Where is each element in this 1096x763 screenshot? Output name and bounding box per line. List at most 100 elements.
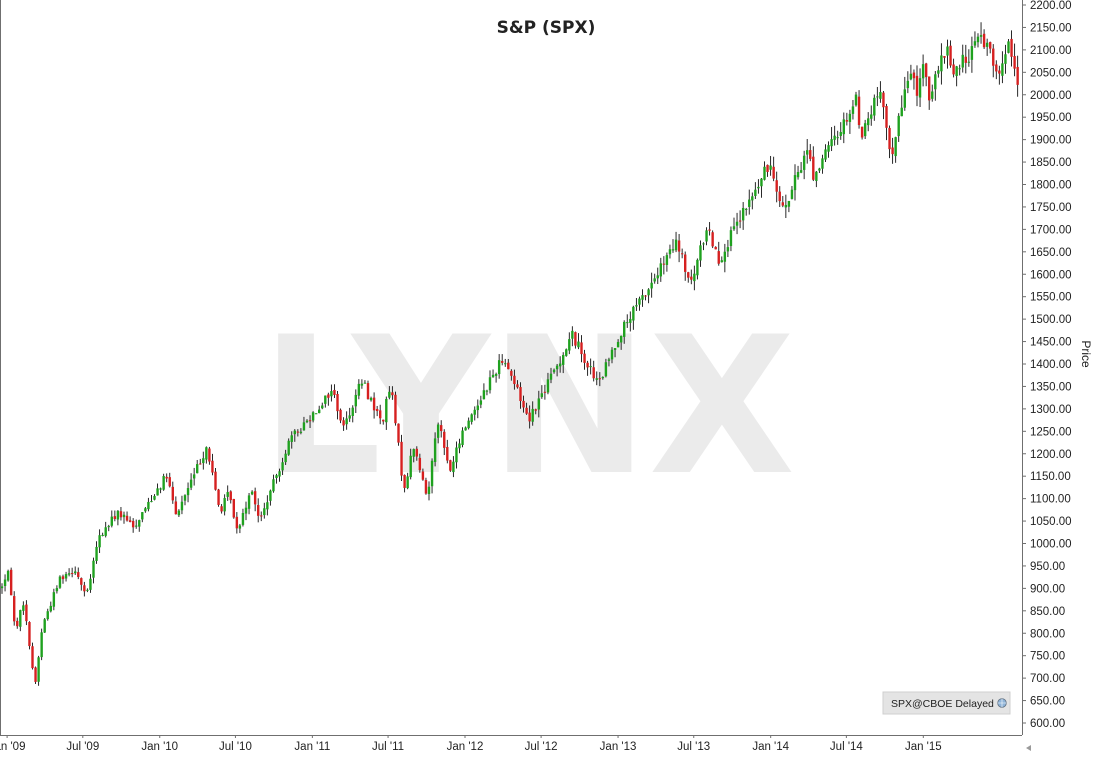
candle (623, 320, 626, 344)
y-tick-label: 2150.00 (1030, 22, 1072, 34)
candle (470, 413, 473, 425)
candle (897, 113, 900, 142)
candle (473, 406, 476, 421)
candle (888, 125, 891, 159)
candle (873, 94, 876, 121)
x-tick-label: Jul '10 (219, 741, 252, 753)
candle (49, 601, 52, 613)
candle (177, 509, 181, 518)
candle (665, 252, 669, 272)
candle (781, 196, 784, 208)
candle (266, 495, 269, 516)
candle (128, 516, 132, 523)
y-tick-label: 1550.00 (1030, 292, 1072, 304)
x-tick-label: Jan '09 (0, 741, 25, 753)
candle (95, 541, 98, 564)
candle (659, 257, 662, 282)
candle (830, 127, 833, 152)
y-tick-label: 700.00 (1030, 673, 1065, 685)
candle (915, 65, 919, 107)
candle (571, 326, 574, 347)
candle (723, 243, 727, 273)
candle (348, 407, 351, 422)
candle (845, 112, 849, 126)
candle (40, 628, 43, 661)
candle (354, 389, 357, 413)
candle (345, 411, 348, 430)
y-tick-label: 1950.00 (1030, 112, 1072, 124)
candle (397, 423, 400, 446)
y-tick-label: 1750.00 (1030, 202, 1072, 214)
y-tick-label: 1500.00 (1030, 314, 1072, 326)
candle (351, 405, 354, 423)
candle (214, 467, 217, 491)
candle (70, 567, 74, 578)
candle (931, 84, 934, 102)
candle (619, 335, 623, 350)
candle (555, 363, 559, 377)
candle (318, 405, 321, 414)
candle (244, 501, 248, 521)
candle (205, 446, 208, 464)
candle (278, 468, 281, 482)
candle (98, 529, 101, 554)
candle (879, 81, 882, 103)
candle (339, 408, 342, 424)
candle (696, 258, 699, 280)
candle (116, 510, 120, 526)
candle (763, 161, 766, 181)
candle (211, 453, 214, 476)
candle (525, 402, 528, 415)
candle (626, 314, 629, 328)
source-badge: SPX@CBOE Delayed (882, 691, 1011, 715)
candle (949, 40, 952, 68)
candle (159, 487, 162, 494)
candle (507, 359, 510, 370)
candle (671, 239, 675, 253)
candle (83, 581, 86, 597)
candle (16, 617, 19, 629)
y-tick-label: 1250.00 (1030, 426, 1072, 438)
candle (510, 369, 513, 381)
candle (281, 457, 284, 475)
candle (494, 372, 498, 383)
candle (711, 230, 714, 249)
candle (80, 577, 83, 591)
candle (427, 481, 431, 501)
candle (601, 376, 605, 380)
candle (192, 467, 196, 486)
x-tick-label: Jan '11 (294, 741, 330, 753)
candle (327, 392, 330, 406)
candle (790, 185, 794, 200)
candle (702, 242, 705, 251)
candle (464, 426, 467, 431)
candle (440, 420, 443, 438)
candle (549, 367, 553, 384)
candle (263, 502, 266, 519)
candle (220, 504, 223, 514)
candle (46, 608, 49, 621)
candle (372, 392, 376, 419)
candle (546, 372, 550, 395)
candle (985, 38, 989, 56)
candle (970, 36, 974, 73)
candle (333, 384, 336, 399)
candle (857, 90, 861, 129)
candle (458, 438, 461, 454)
candle (876, 86, 879, 107)
candle (513, 369, 516, 390)
candle (708, 222, 711, 236)
candle (818, 167, 821, 173)
candle (854, 91, 858, 107)
candle (940, 43, 943, 85)
candle (141, 512, 144, 523)
candle (1001, 51, 1004, 84)
candle (528, 405, 531, 429)
y-tick-label: 2100.00 (1030, 45, 1072, 57)
candle (912, 69, 916, 90)
candle (293, 429, 296, 442)
candle (992, 44, 995, 78)
candle (851, 100, 855, 120)
candle (937, 65, 940, 78)
candle (632, 305, 635, 330)
